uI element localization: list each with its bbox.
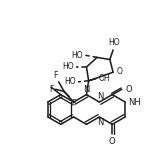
Text: O: O xyxy=(116,67,122,76)
Text: N: N xyxy=(97,118,104,127)
Text: HO: HO xyxy=(108,38,120,47)
Text: O: O xyxy=(125,85,132,94)
Text: OH: OH xyxy=(98,74,110,83)
Text: F: F xyxy=(53,71,58,80)
Text: HO: HO xyxy=(62,62,74,71)
Text: O: O xyxy=(109,137,116,146)
Text: HO: HO xyxy=(72,51,83,60)
Text: F: F xyxy=(71,99,76,108)
Text: NH: NH xyxy=(128,98,141,107)
Text: HO: HO xyxy=(64,77,76,86)
Text: N: N xyxy=(97,92,104,101)
Text: N: N xyxy=(83,85,90,93)
Text: F: F xyxy=(49,85,53,94)
